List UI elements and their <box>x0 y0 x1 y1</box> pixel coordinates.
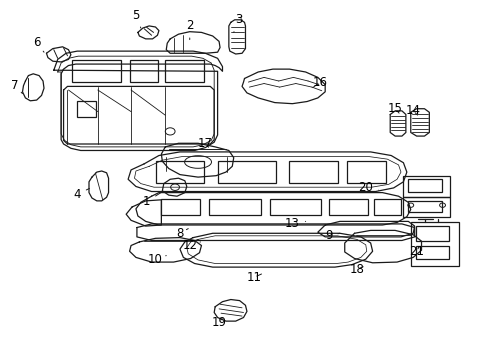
Text: 5: 5 <box>132 9 141 28</box>
Text: 11: 11 <box>246 271 261 284</box>
Text: 1: 1 <box>142 192 161 208</box>
Bar <box>289 161 338 183</box>
Bar <box>129 60 158 82</box>
Text: 13: 13 <box>285 217 305 230</box>
Bar <box>328 199 367 215</box>
Text: 20: 20 <box>358 181 378 194</box>
Text: 17: 17 <box>198 137 212 150</box>
Bar <box>155 161 204 183</box>
Text: 14: 14 <box>405 104 420 117</box>
Text: 12: 12 <box>182 239 200 252</box>
Bar <box>403 197 449 217</box>
Bar <box>217 161 276 183</box>
Bar <box>77 101 96 117</box>
Text: 16: 16 <box>312 76 327 89</box>
Text: 6: 6 <box>33 36 44 52</box>
Text: 21: 21 <box>408 245 423 258</box>
Bar <box>269 199 321 215</box>
Text: 4: 4 <box>73 188 89 201</box>
Bar <box>346 161 386 183</box>
Bar <box>165 60 204 82</box>
Text: 18: 18 <box>349 263 364 276</box>
Text: 15: 15 <box>387 102 402 115</box>
Bar <box>410 222 458 266</box>
Text: 19: 19 <box>211 316 226 329</box>
Text: 2: 2 <box>185 19 193 40</box>
Bar <box>373 199 400 215</box>
Text: 10: 10 <box>148 253 166 266</box>
Bar <box>161 199 200 215</box>
Bar <box>407 179 441 192</box>
Text: 9: 9 <box>324 229 339 242</box>
Text: 3: 3 <box>233 13 242 32</box>
Bar <box>415 226 448 241</box>
Text: 7: 7 <box>11 79 22 94</box>
Bar <box>403 176 449 197</box>
Text: 8: 8 <box>176 227 188 240</box>
Bar <box>415 246 448 259</box>
Bar <box>72 60 121 82</box>
Bar <box>209 199 260 215</box>
Bar <box>407 201 441 212</box>
